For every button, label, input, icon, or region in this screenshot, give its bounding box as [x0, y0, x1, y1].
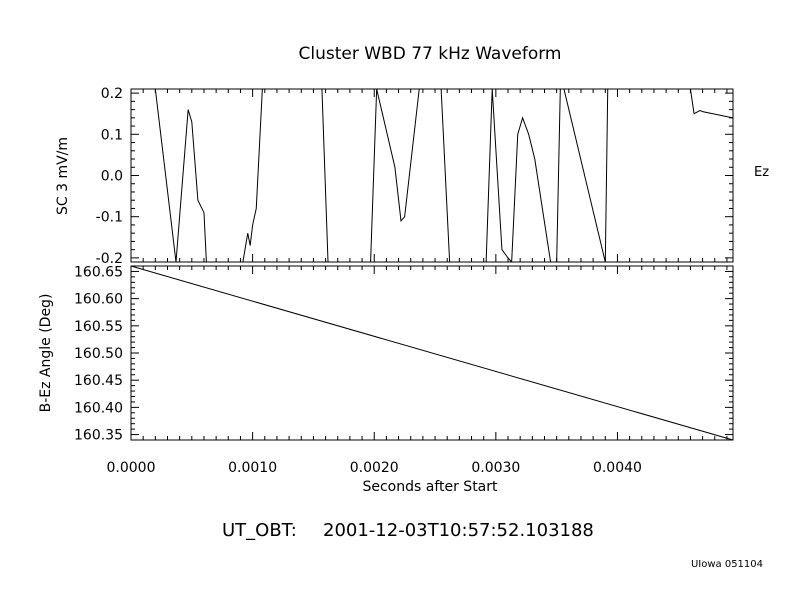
channel-label-ez: Ez	[754, 165, 769, 180]
bottom-panel: 160.35 160.40 160.45 160.50 160.55 160.60 160.…	[38, 264, 734, 495]
top-panel-frame	[130, 88, 734, 263]
xtick-label: 0.0010	[228, 460, 277, 476]
top-ytick-label: -0.2	[96, 251, 123, 267]
bottom-ytick-label: 160.40	[74, 400, 123, 416]
time-value: 2001-12-03T10:57:52.103188	[323, 520, 594, 541]
bottom-ytick-label: 160.65	[74, 264, 123, 280]
xtick-label: 0.0000	[107, 460, 156, 476]
chart-title: Cluster WBD 77 kHz Waveform	[299, 44, 562, 64]
top-ytick-label: 0.0	[101, 169, 123, 185]
bottom-panel-ticks	[130, 265, 733, 441]
bottom-ytick-label: 160.60	[74, 292, 123, 308]
bottom-ytick-label: 160.55	[74, 319, 123, 335]
top-panel: -0.2 -0.1 0.0 0.1 0.2 SC 3 mV/m Ez	[55, 86, 769, 267]
xtick-label: 0.0040	[593, 460, 642, 476]
bottom-panel-ytick-labels: 160.35 160.40 160.45 160.50 160.55 160.60 160.…	[74, 264, 123, 443]
top-ytick-label: -0.1	[96, 210, 123, 226]
top-ytick-label: 0.1	[101, 127, 123, 143]
x-axis-label: Seconds after Start	[362, 479, 498, 495]
ez-waveform-line	[154, 89, 733, 262]
top-panel-ytick-labels: -0.2 -0.1 0.0 0.1 0.2	[96, 86, 123, 267]
bottom-panel-ylabel: B-Ez Angle (Deg)	[38, 294, 54, 413]
xtick-label: 0.0020	[350, 460, 399, 476]
bottom-ytick-label: 160.45	[74, 373, 123, 389]
top-ytick-label: 0.2	[101, 86, 123, 102]
credit-label: UIowa 051104	[691, 559, 763, 570]
bottom-ytick-label: 160.35	[74, 428, 123, 444]
top-panel-ylabel: SC 3 mV/m	[55, 137, 71, 215]
top-panel-ticks	[130, 89, 733, 262]
bottom-panel-xtick-labels: 0.0000 0.0010 0.0020 0.0030 0.0040	[107, 460, 642, 476]
b-ez-angle-line	[130, 265, 734, 441]
xtick-label: 0.0030	[471, 460, 520, 476]
bottom-ytick-label: 160.50	[74, 346, 123, 362]
time-label: UT_OBT:	[222, 520, 297, 541]
